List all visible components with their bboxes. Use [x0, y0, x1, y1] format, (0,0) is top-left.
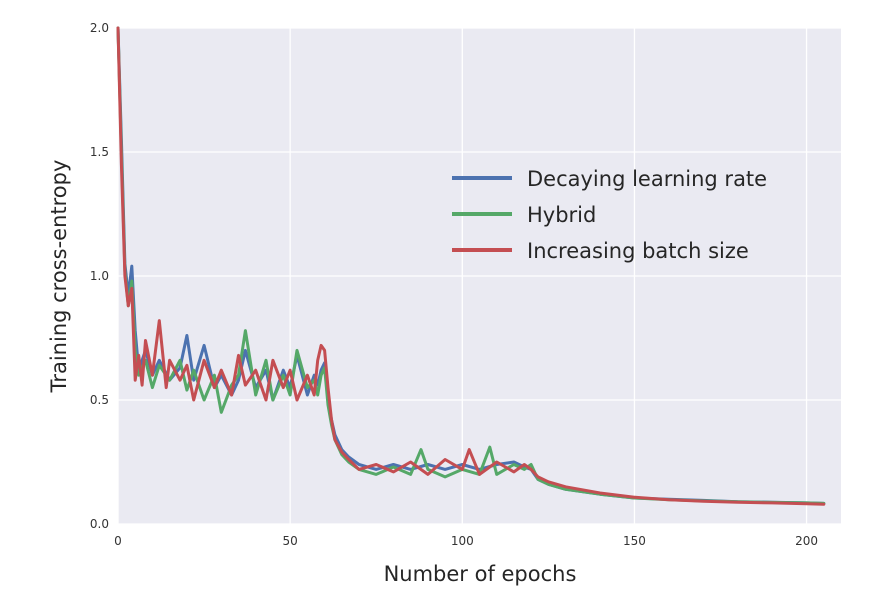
y-axis-label: Training cross-entropy [47, 160, 71, 394]
y-tick-label: 0.0 [90, 517, 109, 531]
x-tick-label: 150 [623, 534, 646, 548]
x-axis-label: Number of epochs [384, 562, 577, 586]
series-line-3 [116, 26, 826, 506]
y-tick-labels: 0.0 0.5 1.0 1.5 2.0 [90, 21, 109, 531]
grid-lines [117, 27, 841, 525]
x-tick-label: 200 [795, 534, 818, 548]
x-tick-label: 50 [283, 534, 298, 548]
y-tick-label: 2.0 [90, 21, 109, 35]
x-tick-label: 0 [114, 534, 122, 548]
y-tick-label: 0.5 [90, 393, 109, 407]
x-tick-label: 100 [451, 534, 474, 548]
series-line-2 [116, 26, 826, 505]
legend: Decaying learning rate Hybrid Increasing b… [452, 167, 767, 263]
legend-label: Hybrid [527, 203, 596, 227]
legend-label: Increasing batch size [527, 239, 749, 263]
y-tick-label: 1.5 [90, 145, 109, 159]
series-layer [116, 26, 826, 506]
legend-label: Decaying learning rate [527, 167, 767, 191]
x-tick-labels: 0 50 100 150 200 [114, 534, 818, 548]
y-tick-label: 1.0 [90, 269, 109, 283]
